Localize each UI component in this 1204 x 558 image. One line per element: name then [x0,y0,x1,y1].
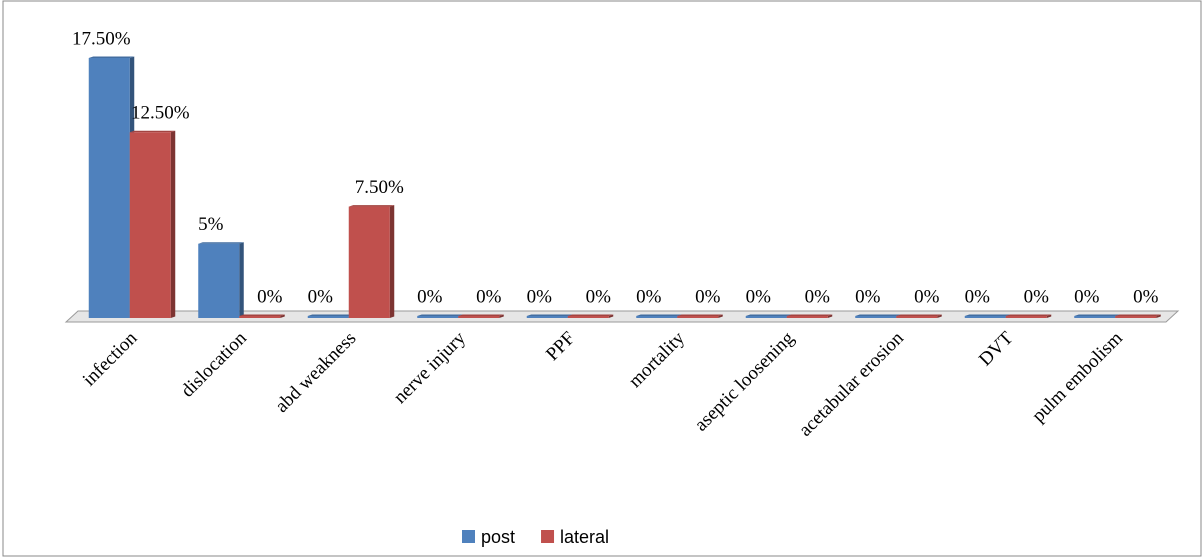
legend-swatch [462,530,475,543]
bar-top [129,130,176,133]
value-label: 0% [1133,286,1159,307]
bar-top [567,314,614,316]
bar [307,316,349,318]
bar-top [348,205,395,207]
bar [348,206,390,318]
floor [64,310,1180,323]
bar [458,316,500,318]
bar-top [964,314,1011,316]
bar-top [896,314,942,316]
value-label: 0% [855,286,881,307]
bar-side [608,314,614,318]
bar-side [1046,314,1052,318]
bar [1115,316,1157,318]
value-label: 0% [257,286,283,307]
value-label: 17.50% [72,28,131,49]
bar-side [937,314,942,318]
bar-side [389,205,395,318]
bar [1005,316,1047,318]
bar-side [499,314,504,318]
legend-label: lateral [560,527,609,547]
bar-side [170,130,176,318]
bar [855,316,897,318]
bar-side [827,314,833,318]
value-label: 0% [308,286,334,307]
bar-top [745,314,792,316]
bar-top [239,314,285,316]
bar-side [280,314,285,318]
bar-top [88,56,135,58]
bar-top [855,314,901,316]
value-label: 0% [1074,286,1100,307]
bar-side [718,314,723,318]
bar [964,316,1006,318]
bar [896,316,938,318]
bar-top [526,314,573,316]
value-label: 0% [695,286,721,307]
bar-top [1005,314,1052,316]
bar-top [307,314,354,316]
value-label: 0% [586,286,612,307]
bar-side [1156,314,1161,318]
bar-top [677,314,723,316]
value-label: 0% [914,286,940,307]
bar [786,316,828,318]
bar [417,316,459,318]
bar [567,316,609,318]
bar-side [239,242,244,318]
value-label: 12.50% [131,103,190,124]
value-label: 0% [527,286,553,307]
value-label: 0% [417,286,443,307]
bar [198,243,240,318]
legend-label: post [481,527,515,547]
value-label: 0% [636,286,662,307]
bar-top [417,314,463,316]
bar-top [1115,314,1161,316]
value-label: 0% [1024,286,1050,307]
value-label: 5% [198,214,224,235]
bar [677,316,719,318]
bar [636,316,678,318]
bar [745,316,787,318]
bar [526,316,568,318]
bar [239,316,281,318]
bar [129,132,171,318]
value-label: 0% [476,286,502,307]
legend-swatch [541,530,555,543]
value-label: 0% [965,286,991,307]
bar-top [458,314,504,316]
bar [1074,316,1116,318]
bar-top [636,314,682,316]
bar-top [1074,314,1120,316]
value-label: 0% [805,286,831,307]
bar-top [786,314,833,316]
value-label: 0% [746,286,772,307]
bar-top [198,242,244,244]
value-label: 7.50% [355,177,404,198]
bar [88,58,130,318]
